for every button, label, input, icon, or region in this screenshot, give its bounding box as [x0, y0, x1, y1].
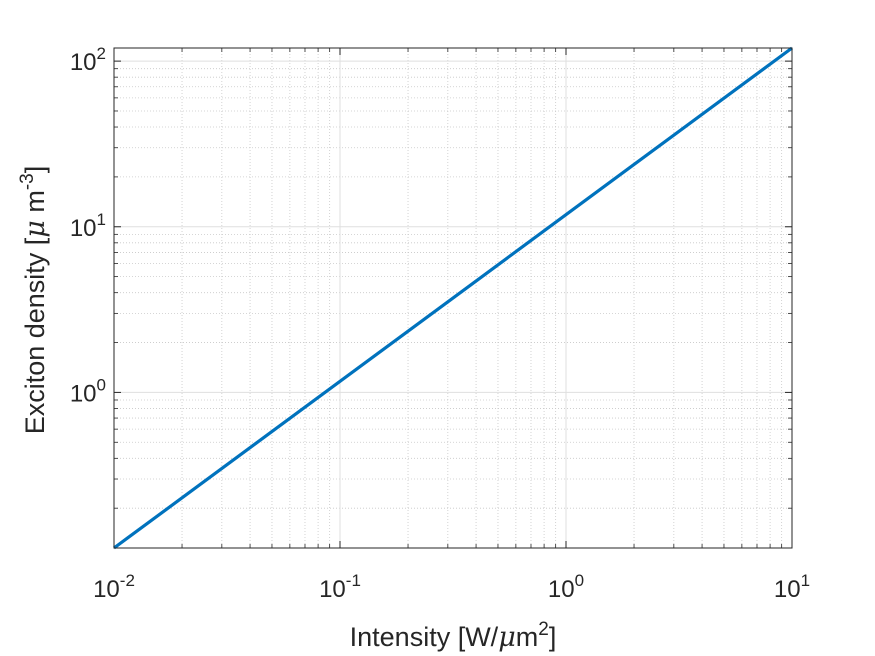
series-line-1	[113, 46, 793, 550]
x-tick-label: 10-1	[319, 571, 361, 603]
y-tick-label: 102	[70, 44, 106, 76]
y-tick-label: 100	[70, 375, 106, 407]
x-tick-label: 100	[548, 571, 584, 603]
x-tick-labels: 10-2 10-1 100 101	[93, 571, 810, 603]
y-axis-label: Exciton density [μ m-3]	[17, 166, 51, 435]
axes-box	[113, 47, 793, 549]
minor-grid	[114, 48, 792, 548]
tick-marks	[113, 48, 793, 548]
x-axis-label: Intensity [W/μm2]	[350, 619, 557, 653]
series-layer	[113, 46, 793, 550]
x-tick-label: 101	[774, 571, 810, 603]
x-tick-label: 10-2	[93, 571, 135, 603]
y-tick-labels: 100 101 102	[70, 44, 106, 407]
y-tick-label: 101	[70, 210, 106, 242]
